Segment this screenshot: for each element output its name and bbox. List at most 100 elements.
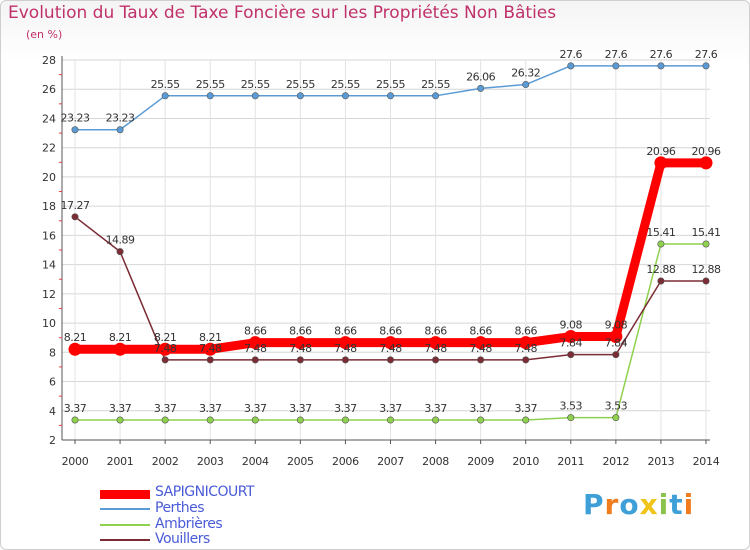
data-point [296, 416, 304, 424]
y-tick-label: 14 [42, 259, 56, 272]
logo-letter: t [669, 488, 684, 521]
data-label: 8.66 [334, 325, 357, 338]
data-label: 27.6 [560, 48, 583, 61]
data-point [116, 126, 124, 134]
data-point [702, 62, 710, 70]
x-tick-label: 2014 [693, 455, 720, 468]
data-label: 8.66 [514, 325, 537, 338]
logo-letter: i [683, 488, 695, 521]
y-tick-label: 16 [42, 229, 56, 242]
grid [62, 59, 710, 441]
data-label: 25.55 [241, 78, 270, 91]
data-label: 17.27 [61, 199, 90, 212]
data-point [158, 342, 172, 356]
data-point [296, 356, 304, 364]
y-tick-label: 22 [42, 142, 56, 155]
data-point [522, 356, 530, 364]
y-tick-label: 6 [49, 376, 56, 389]
x-tick-label: 2001 [107, 455, 134, 468]
data-label: 27.6 [695, 48, 718, 61]
x-tick-label: 2004 [242, 455, 269, 468]
data-label: 7.84 [560, 337, 583, 350]
data-point [567, 351, 575, 359]
y-tick-label: 20 [42, 171, 56, 184]
logo-letter: i [658, 488, 670, 521]
data-label: 8.21 [154, 331, 177, 344]
data-point [657, 277, 665, 285]
series-ambrières [71, 240, 710, 424]
data-point [161, 416, 169, 424]
data-point [477, 356, 485, 364]
data-point [206, 416, 214, 424]
chart-title: Evolution du Taux de Taxe Foncière sur l… [8, 3, 557, 23]
data-label: 3.37 [424, 402, 447, 415]
data-label: 8.21 [199, 331, 222, 344]
proxiti-logo: Proxiti [583, 488, 694, 521]
data-point [699, 156, 713, 170]
data-label: 14.89 [106, 234, 135, 247]
data-label: 7.48 [424, 342, 447, 355]
legend-label: Ambrières [155, 516, 223, 532]
data-point [657, 62, 665, 70]
data-point [609, 330, 623, 344]
data-label: 25.55 [376, 78, 405, 91]
y-tick-label: 2 [49, 434, 56, 447]
data-point [522, 81, 530, 89]
data-label: 8.66 [379, 325, 402, 338]
y-tick-label: 10 [42, 317, 56, 330]
series-perthes [71, 62, 710, 134]
data-label: 26.32 [511, 67, 540, 80]
data-point [702, 277, 710, 285]
legend-swatch [100, 524, 150, 526]
data-point [203, 342, 217, 356]
data-point [432, 356, 440, 364]
data-label: 7.48 [334, 342, 357, 355]
data-label: 23.23 [61, 112, 90, 125]
series-vouillers [71, 213, 710, 364]
data-label: 3.53 [560, 400, 583, 413]
y-tick-label: 12 [42, 288, 56, 301]
logo-letter: P [583, 488, 605, 521]
data-label: 15.41 [692, 226, 721, 239]
data-point [612, 351, 620, 359]
data-label: 7.48 [154, 342, 177, 355]
data-point [68, 342, 82, 356]
data-label: 25.55 [151, 78, 180, 91]
data-label: 25.55 [331, 78, 360, 91]
data-point [251, 416, 259, 424]
unit-label: (en %) [26, 28, 63, 41]
data-label: 25.55 [196, 78, 225, 91]
data-label: 3.37 [199, 402, 222, 415]
data-point [654, 156, 668, 170]
x-tick-label: 2013 [648, 455, 675, 468]
data-point [161, 356, 169, 364]
legend-label: Perthes [155, 500, 205, 516]
data-label: 20.96 [692, 145, 721, 158]
data-label: 25.55 [421, 78, 450, 91]
data-point [657, 240, 665, 248]
data-point [429, 336, 443, 350]
data-label: 7.48 [199, 342, 222, 355]
data-label: 3.37 [289, 402, 312, 415]
data-point [341, 356, 349, 364]
data-label: 27.6 [650, 48, 673, 61]
y-tick-label: 24 [42, 112, 56, 125]
data-label: 3.37 [154, 402, 177, 415]
data-label: 12.88 [646, 263, 675, 276]
data-label: 7.48 [469, 342, 492, 355]
data-point [477, 416, 485, 424]
data-point [474, 336, 488, 350]
y-tick-label: 4 [49, 405, 56, 418]
data-point [386, 416, 394, 424]
data-point [251, 92, 259, 100]
data-label: 3.53 [605, 400, 628, 413]
x-tick-label: 2006 [332, 455, 359, 468]
data-point [293, 336, 307, 350]
data-point [519, 336, 533, 350]
data-label: 9.08 [560, 319, 583, 332]
data-label: 23.23 [106, 112, 135, 125]
data-point [341, 92, 349, 100]
x-tick-label: 2009 [467, 455, 494, 468]
data-label: 27.6 [605, 48, 628, 61]
